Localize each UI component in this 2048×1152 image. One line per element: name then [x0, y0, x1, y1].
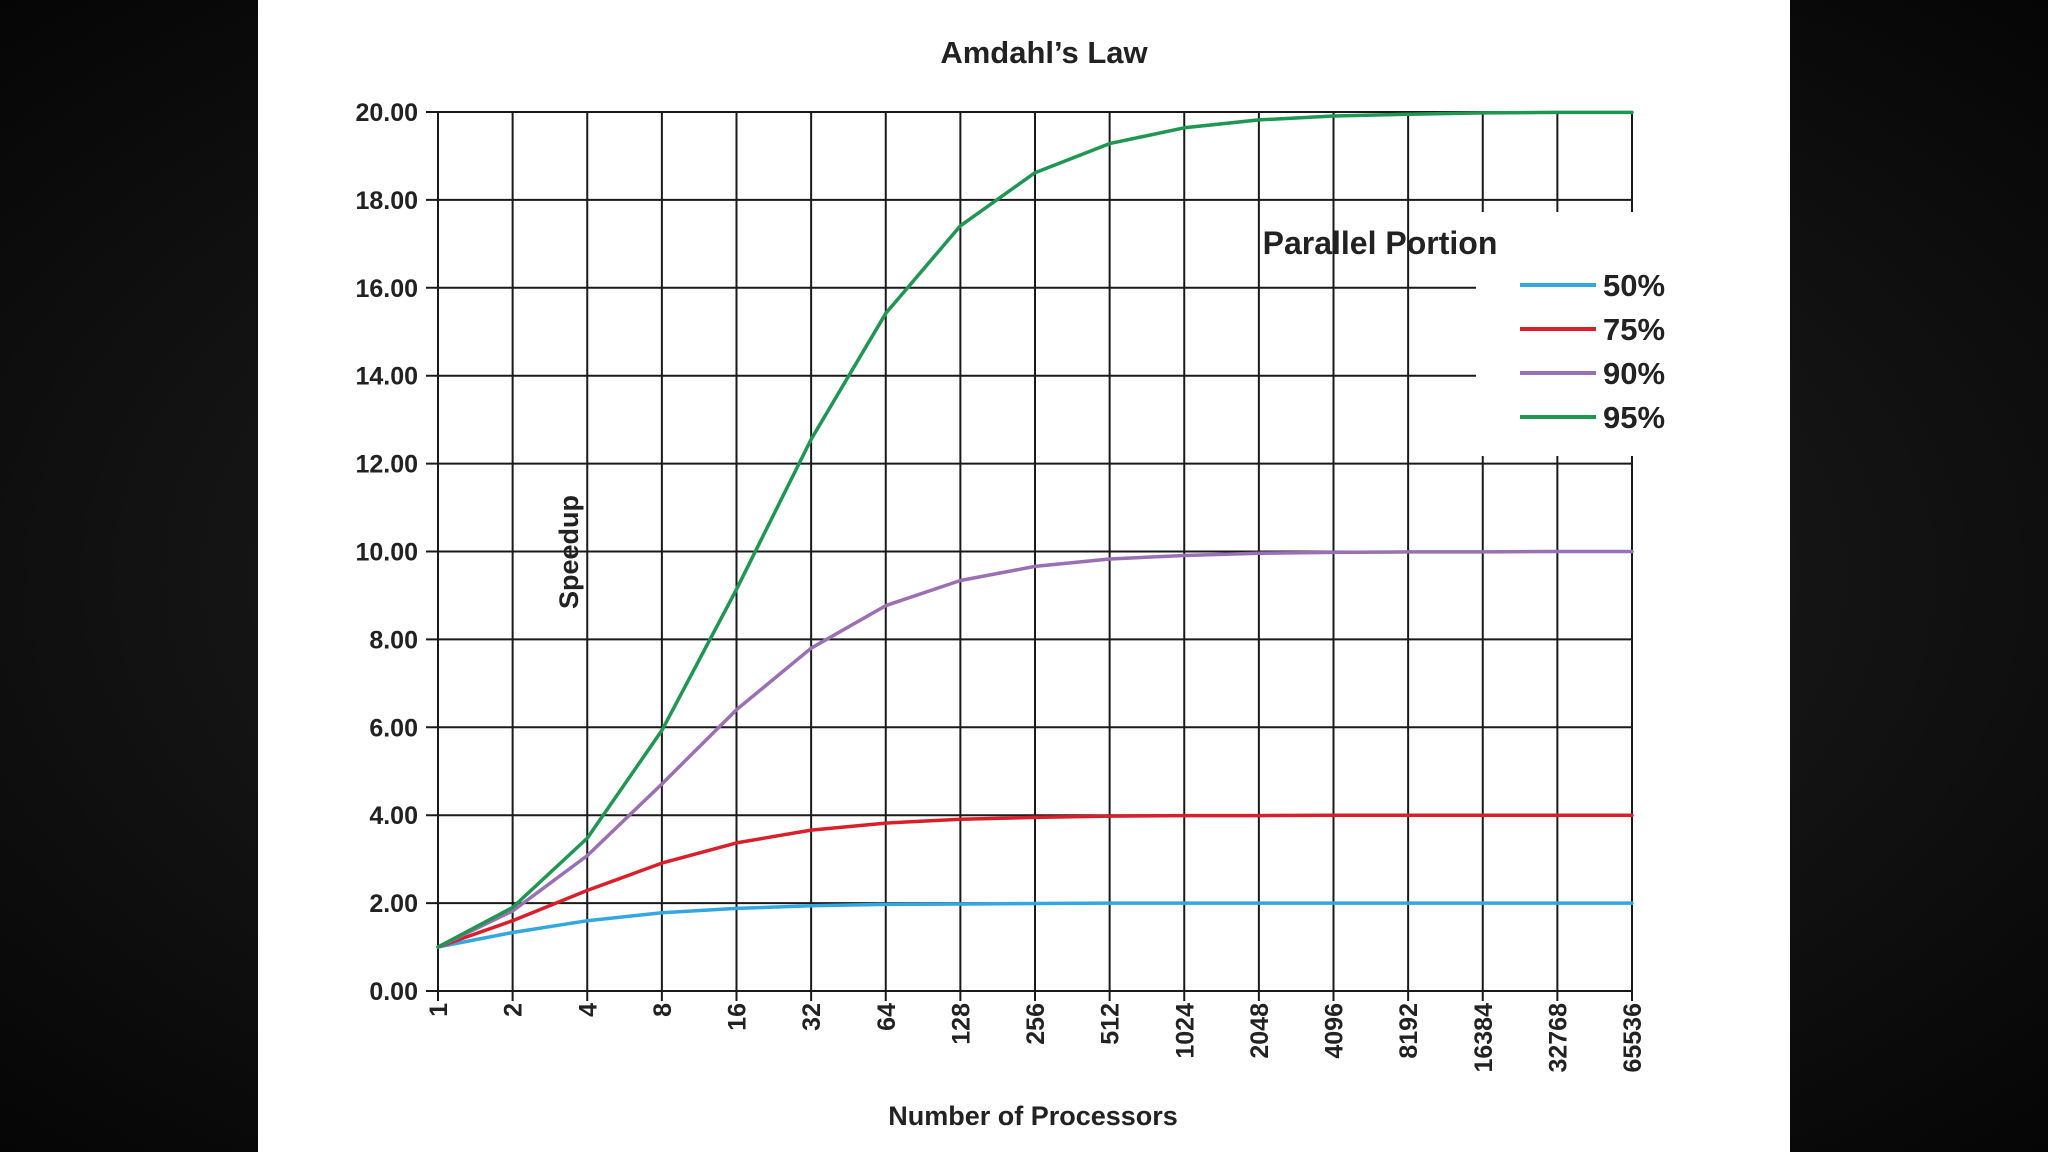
- series-line-95: [436, 110, 1634, 949]
- y-tick-label: 14.00: [355, 363, 418, 391]
- series-line-50: [436, 901, 1634, 949]
- x-tick-label: 16384: [1470, 1003, 1498, 1073]
- chart-canvas: 0.00 2.00 4.00 6.00 8.00 10.00 12.00 14.00 16.00…: [258, 0, 1790, 1152]
- x-tick-label: 65536: [1619, 1003, 1647, 1073]
- x-tick-label: 2: [500, 1003, 528, 1017]
- x-tick-label: 4096: [1321, 1003, 1349, 1059]
- x-tick-label: 8: [649, 1003, 677, 1017]
- amdahl-chart: 0.00 2.00 4.00 6.00 8.00 10.00 12.00 14.00 16.00…: [355, 35, 1788, 1131]
- x-tick-label: 32768: [1544, 1003, 1572, 1073]
- x-tick-label: 128: [947, 1003, 975, 1045]
- y-tick-label: 18.00: [355, 187, 418, 215]
- legend-label: 95%: [1603, 400, 1665, 435]
- legend-label: 50%: [1603, 268, 1665, 303]
- x-tick-label: 512: [1097, 1003, 1125, 1045]
- legend-label: 90%: [1603, 356, 1665, 391]
- x-tick-label: 1024: [1171, 1003, 1199, 1059]
- legend-title: Parallel Portion: [1263, 225, 1498, 261]
- y-tick-label: 0.00: [369, 978, 418, 1006]
- x-tick-label: 32: [798, 1003, 826, 1031]
- y-tick-label: 4.00: [369, 802, 418, 830]
- y-axis-label: Speedup: [554, 495, 584, 609]
- x-tick-label: 64: [873, 1003, 901, 1031]
- series-line-90: [436, 549, 1634, 949]
- x-tick-label: 8192: [1395, 1003, 1423, 1059]
- x-tick-label: 4: [574, 1003, 602, 1017]
- y-tick-label: 12.00: [355, 451, 418, 479]
- x-tick-label: 16: [724, 1003, 752, 1031]
- x-axis-label: Number of Processors: [888, 1101, 1178, 1131]
- y-tick-label: 6.00: [369, 714, 418, 742]
- series-line-75: [436, 813, 1634, 949]
- y-tick-label: 20.00: [355, 99, 418, 127]
- y-tick-label: 16.00: [355, 275, 418, 303]
- legend-label: 75%: [1603, 312, 1665, 347]
- x-tick-label: 256: [1022, 1003, 1050, 1045]
- legend: Parallel Portion 50% 75% 90% 95%: [1263, 225, 1665, 435]
- y-tick-label: 10.00: [355, 539, 418, 567]
- chart-title: Amdahl’s Law: [940, 35, 1148, 70]
- x-tick-label: 2048: [1246, 1003, 1274, 1059]
- y-tick-label: 2.00: [369, 890, 418, 918]
- y-tick-label: 8.00: [369, 626, 418, 654]
- x-tick-label: 1: [425, 1003, 453, 1017]
